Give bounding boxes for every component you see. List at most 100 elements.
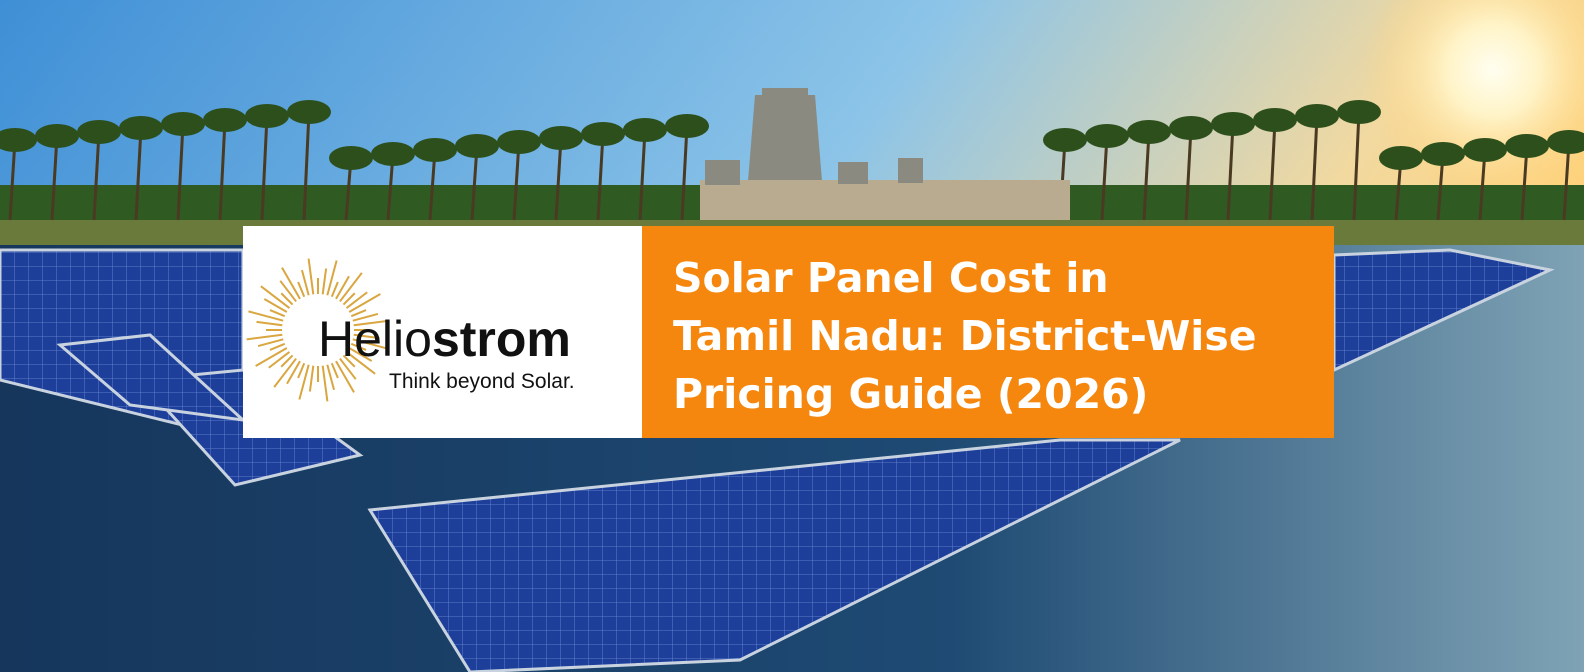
sun-ray bbox=[286, 360, 301, 385]
palm-trunk bbox=[470, 145, 479, 221]
sun-ray bbox=[281, 267, 301, 300]
palm-crown bbox=[1211, 112, 1255, 136]
palm-trunk bbox=[1310, 115, 1319, 221]
sun-ray bbox=[256, 320, 283, 327]
palm-crown bbox=[1043, 128, 1087, 152]
sun-ray bbox=[330, 281, 339, 298]
logo-wordmark: Heliostrom bbox=[318, 311, 571, 367]
sun-ray bbox=[297, 362, 306, 379]
sun-ray bbox=[345, 351, 376, 375]
palm-crown bbox=[1337, 100, 1381, 124]
palm-trunk bbox=[260, 115, 269, 221]
sun-ray bbox=[348, 293, 381, 313]
palm-trunk bbox=[134, 127, 143, 221]
palm-trunk bbox=[218, 119, 227, 221]
palm-crown bbox=[1379, 146, 1423, 170]
palm-trunk bbox=[512, 141, 521, 221]
sun-ray bbox=[352, 338, 388, 350]
sun-ray bbox=[248, 310, 284, 322]
palm-crown bbox=[665, 114, 709, 138]
sun-ray bbox=[335, 275, 350, 300]
palm-crown bbox=[413, 138, 457, 162]
palm-crown bbox=[1295, 104, 1339, 128]
headline-line: Pricing Guide (2026) bbox=[673, 370, 1148, 418]
palm-trunk bbox=[8, 139, 17, 221]
palm-crown bbox=[245, 104, 289, 128]
palm-crown bbox=[623, 118, 667, 142]
palm-trunk bbox=[92, 131, 101, 221]
sun-ray bbox=[350, 342, 367, 351]
logo-sunburst bbox=[246, 258, 390, 402]
palm-trunk bbox=[1520, 145, 1529, 221]
palm-trunk bbox=[1100, 135, 1109, 221]
palm-trunk bbox=[554, 137, 563, 221]
sun-ray bbox=[353, 333, 380, 340]
palm-crown bbox=[1547, 130, 1584, 154]
sun-ray bbox=[246, 333, 283, 341]
sun-ray bbox=[280, 292, 294, 306]
headline-line: Tamil Nadu: District-Wise bbox=[673, 312, 1257, 360]
sun-ray bbox=[260, 285, 291, 309]
palm-crown bbox=[119, 116, 163, 140]
panel bbox=[367, 438, 1181, 672]
sun-ray bbox=[342, 292, 356, 306]
sun-ray bbox=[321, 365, 329, 402]
temple bbox=[700, 88, 1070, 220]
sun-ray bbox=[339, 357, 357, 380]
palm-crown bbox=[539, 126, 583, 150]
sun-ray bbox=[342, 354, 356, 368]
palm-crown bbox=[1169, 116, 1213, 140]
palm-trunk bbox=[1352, 111, 1361, 221]
palm-crown bbox=[1463, 138, 1507, 162]
palm-crown bbox=[287, 100, 331, 124]
sun-ray bbox=[269, 342, 286, 351]
sun-ray bbox=[273, 357, 297, 388]
sun-ray bbox=[350, 309, 367, 318]
sun-ray bbox=[257, 338, 284, 348]
sun-ray bbox=[352, 312, 379, 322]
palm-crown bbox=[455, 134, 499, 158]
palm-crown bbox=[1127, 120, 1171, 144]
sun-ray bbox=[339, 272, 363, 303]
sun-ray bbox=[269, 309, 286, 318]
palm-crown bbox=[77, 120, 121, 144]
sun-ray bbox=[326, 260, 338, 296]
palm-crown bbox=[0, 128, 37, 152]
sun-ray bbox=[255, 347, 288, 367]
sun-ray bbox=[353, 319, 390, 327]
palm-trunk bbox=[1562, 141, 1571, 221]
sun-ray bbox=[300, 269, 310, 296]
sun-ray bbox=[268, 351, 291, 369]
palm-crown bbox=[35, 124, 79, 148]
sun-ray bbox=[335, 360, 355, 393]
sun-ray bbox=[345, 291, 368, 309]
palm-trunk bbox=[1142, 131, 1151, 221]
palm-trunk bbox=[302, 111, 311, 221]
sun-ray bbox=[326, 364, 336, 391]
sun-ray bbox=[308, 365, 315, 392]
palm-trunk bbox=[638, 129, 647, 221]
palm-trunk bbox=[1226, 123, 1235, 221]
palm-trunk bbox=[176, 123, 185, 221]
palm-trunk bbox=[1184, 127, 1193, 221]
palm-crown bbox=[203, 108, 247, 132]
palm-crown bbox=[497, 130, 541, 154]
palm-trunk bbox=[50, 135, 59, 221]
palm-crown bbox=[161, 112, 205, 136]
sun-ray bbox=[298, 364, 310, 400]
sun-ray bbox=[263, 298, 288, 313]
palm-crown bbox=[1421, 142, 1465, 166]
palm-crown bbox=[581, 122, 625, 146]
palm-crown bbox=[329, 146, 373, 170]
sun-ray bbox=[321, 268, 328, 295]
palm-trunk bbox=[596, 133, 605, 221]
logo-tagline: Think beyond Solar. bbox=[389, 370, 575, 393]
sun-ray bbox=[280, 354, 294, 368]
palm-trunk bbox=[1268, 119, 1277, 221]
palm-trunk bbox=[680, 125, 689, 221]
palm-crown bbox=[1253, 108, 1297, 132]
palm-crown bbox=[1085, 124, 1129, 148]
logo-name-bold: strom bbox=[432, 311, 571, 367]
